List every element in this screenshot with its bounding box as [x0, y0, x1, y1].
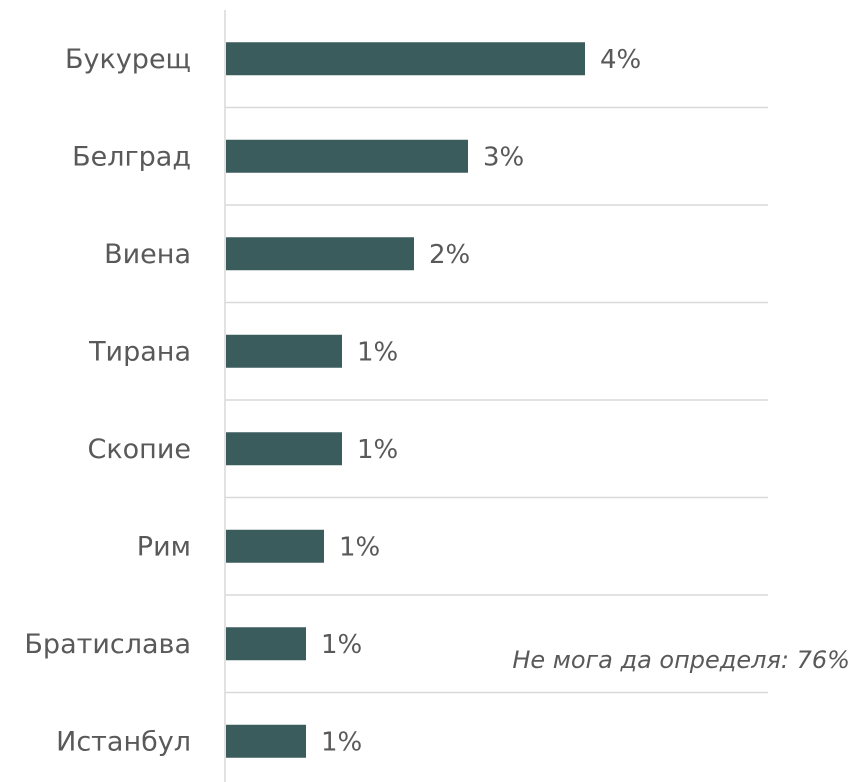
category-label: Скопие: [88, 434, 192, 465]
data-label: 1%: [339, 532, 380, 562]
bar-5: [226, 432, 342, 466]
category-label: Тирана: [88, 336, 191, 367]
bar-2: [226, 139, 468, 173]
grid-lines: [224, 10, 768, 782]
category-labels: Букурещ Белград Виена Тирана Скопие Рим Братис…: [24, 44, 191, 758]
bar-4: [226, 334, 342, 368]
data-label: 3%: [483, 142, 524, 172]
data-label: 4%: [600, 45, 641, 75]
bar-6: [226, 529, 324, 563]
category-label: Букурещ: [65, 44, 191, 75]
data-labels: 4% 3% 2% 1% 1% 1% 1% 1%: [321, 45, 641, 758]
bar-3: [226, 237, 414, 271]
category-label: Братислава: [24, 629, 191, 660]
category-label: Виена: [104, 239, 191, 270]
bar-1: [226, 42, 585, 76]
category-label: Белград: [72, 141, 191, 172]
undetermined-annotation: Не мога да определя: 76%: [512, 646, 850, 674]
bar-8: [226, 724, 306, 758]
data-label: 1%: [321, 630, 362, 660]
data-label: 1%: [357, 435, 398, 465]
bars: [226, 42, 585, 758]
bar-7: [226, 627, 306, 661]
data-label: 1%: [321, 727, 362, 757]
data-label: 2%: [429, 240, 470, 270]
category-label: Истанбул: [56, 726, 191, 757]
category-label: Рим: [137, 531, 191, 562]
data-label: 1%: [357, 337, 398, 367]
